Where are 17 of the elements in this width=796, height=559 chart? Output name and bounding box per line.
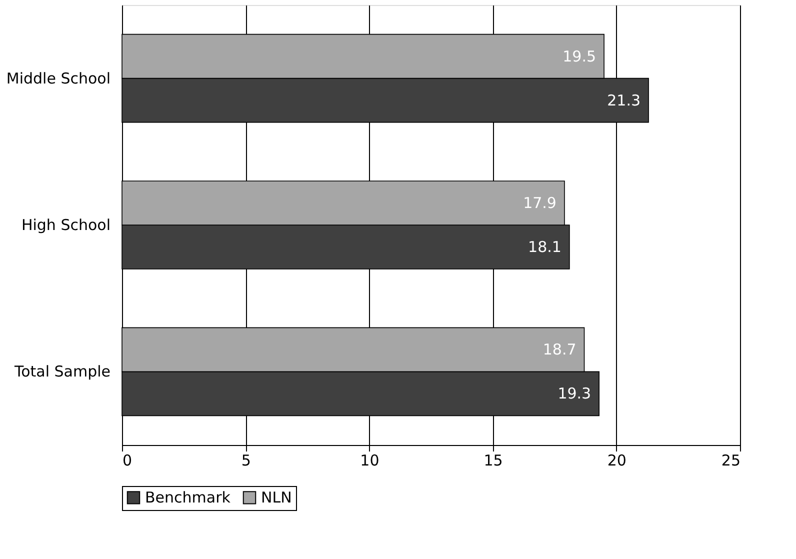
data-label: 17.9 [523, 194, 556, 212]
legend-label: Benchmark [145, 488, 231, 507]
x-tick-label: 25 [721, 452, 740, 470]
x-tick-label: 20 [607, 452, 626, 470]
data-label: 21.3 [607, 91, 641, 110]
y-tick-label: High School [21, 216, 110, 234]
data-label: 18.7 [542, 340, 576, 359]
x-tick-label: 5 [241, 452, 251, 470]
y-tick-label: Middle School [6, 69, 110, 88]
data-label: 19.5 [562, 47, 596, 66]
x-tick-label: 15 [484, 452, 503, 470]
y-tick-label: Total Sample [13, 362, 110, 381]
data-label: 18.1 [528, 238, 562, 256]
x-tick-label: 10 [360, 452, 380, 470]
legend-label: NLN [261, 488, 292, 507]
x-tick-label: 0 [122, 452, 132, 470]
data-label: 19.3 [558, 384, 592, 403]
